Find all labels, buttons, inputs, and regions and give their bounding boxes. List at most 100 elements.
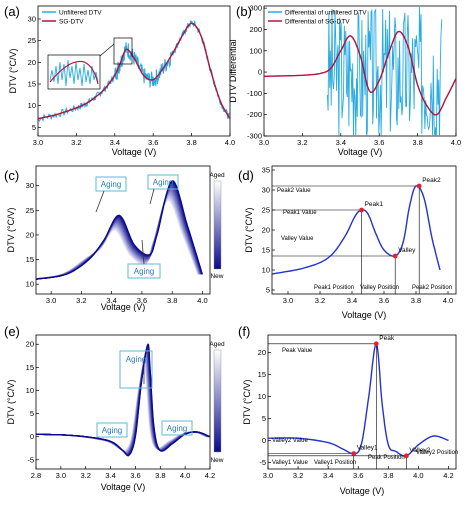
x-tick-label: 4.0: [180, 471, 190, 480]
x-tick-label: 3.0: [33, 138, 43, 147]
aging-box-1-c: [95, 176, 127, 192]
y-tick-label: -200: [247, 110, 262, 119]
y-axis-label-e: DTV (°C/V): [6, 379, 16, 424]
x-tick-label: 3.2: [297, 138, 307, 147]
x-tick-label: 3.6: [130, 471, 140, 480]
ann-valley1-value: Valley1 Value: [272, 460, 308, 466]
y-tick-labels-e: -5 0 5 10 15 20: [26, 340, 39, 464]
y-tick-label: -300: [247, 132, 262, 141]
y-tick-label: 20: [262, 226, 270, 235]
x-tick-label: 4.0: [443, 296, 453, 305]
zoom-connector: [99, 43, 115, 57]
feature-point-label: Valley1: [357, 445, 378, 452]
aging-curve: [36, 198, 199, 280]
x-tick-label: 3.6: [353, 471, 363, 480]
x-tick-label: 3.2: [80, 471, 90, 480]
x-tick-label: 3.8: [383, 471, 393, 480]
zoom-inset-a: [47, 37, 133, 90]
zoom-region-box: [113, 37, 133, 65]
aging-annotations-c: Aging Aging Aging: [95, 174, 179, 279]
y-tick-labels-d: 5 10 15 20 25 30 35: [262, 166, 275, 295]
y-tick-label: 25: [262, 206, 270, 215]
aging-annotations-e: Aging Aging Aging: [96, 350, 193, 438]
panel-label-d: (d): [238, 168, 254, 183]
x-tick-label: 4.0: [413, 471, 423, 480]
x-tick-label: 3.0: [259, 138, 269, 147]
aging-curve: [36, 345, 210, 456]
plot-frame-b: [263, 5, 457, 137]
aging-curve: [36, 199, 199, 280]
y-tick-label: -5: [259, 458, 266, 467]
y-tick-label: 5: [266, 286, 270, 295]
x-tick-label: 3.8: [155, 471, 165, 480]
y-tick-label: 25: [26, 206, 34, 215]
colorbar-c: Aged New: [209, 172, 225, 280]
aging-curve: [36, 353, 209, 455]
y-tick-label: 10: [28, 101, 36, 110]
aging-curve: [36, 351, 209, 455]
x-tick-label: 3.4: [347, 296, 357, 305]
aging-curves-e: [36, 343, 210, 457]
ann-peak1-value: Peak1 Value: [283, 210, 317, 216]
y-tick-label: 10: [26, 386, 34, 395]
x-tick-label: 3.6: [379, 296, 389, 305]
x-tick-label: 3.0: [283, 296, 293, 305]
plot-frame-e: [35, 334, 211, 470]
y-tick-label: 30: [26, 181, 34, 190]
y-tick-label: 0: [258, 68, 262, 77]
x-tick-label: 4.2: [205, 471, 215, 480]
series-diff-sg: [264, 30, 456, 116]
legend-label-unfiltered: Unfiltered DTV: [59, 10, 102, 17]
y-tick-label: 300: [249, 4, 262, 13]
y-tick-label: 30: [28, 15, 36, 24]
x-tick-label: 3.4: [323, 471, 333, 480]
y-tick-label: 15: [28, 80, 36, 89]
x-tick-label: 3.8: [186, 138, 196, 147]
y-tick-label: 0: [262, 436, 266, 445]
aging-curve: [36, 344, 210, 457]
x-tick-label: 3.8: [411, 296, 421, 305]
x-tick-label: 2.8: [31, 471, 41, 480]
colorbar-gradient-e: [213, 349, 222, 453]
aging-label-1-e: Aging: [126, 355, 146, 364]
feature-point-marker: [416, 183, 422, 189]
y-tick-label: 20: [258, 348, 266, 357]
aging-curve: [36, 343, 210, 457]
x-axis-label-d: Voltage (V): [342, 310, 387, 320]
y-tick-label: 15: [26, 363, 34, 372]
series-diff-unfiltered-noise: [326, 7, 443, 136]
y-tick-label: 5: [262, 414, 266, 423]
x-tick-label: 3.4: [110, 138, 120, 147]
aging-curve: [36, 346, 210, 456]
y-tick-label: 5: [32, 123, 36, 132]
x-tick-label: 3.6: [148, 138, 158, 147]
feature-annotations-d: Peak2 Value Peak1 Value Valley Value Pea…: [277, 188, 452, 291]
aging-curves-c: [36, 180, 203, 280]
panel-label-f: (f): [238, 324, 250, 339]
y-tick-label: 100: [249, 46, 262, 55]
x-tick-label: 3.0: [46, 296, 56, 305]
x-tick-label: 3.2: [293, 471, 303, 480]
plot-frame-f: [267, 334, 457, 470]
x-tick-label: 4.0: [451, 138, 461, 147]
legend-label-sg: SG-DTV: [59, 19, 84, 26]
series-sg-dtv: [38, 22, 230, 120]
aging-box-2-e: [96, 422, 128, 438]
aging-arrow-2-c: [149, 188, 155, 205]
feature-point-label: Peak: [379, 335, 395, 342]
panel-c: (c) 3.0 3.2 3.4 3.6 3.8 4.0 10 15 20 25 30 Voltag…: [4, 165, 225, 312]
y-tick-labels-c: 10 15 20 25 30: [26, 181, 39, 289]
x-axis-label-c: Voltage (V): [101, 302, 146, 312]
aging-arrow-3-c: [141, 239, 145, 265]
y-axis-label-c: DTV (°C/V): [6, 207, 16, 252]
y-tick-label: -100: [247, 89, 262, 98]
aging-curve: [36, 196, 200, 280]
x-tick-labels-e: 2.8 3.0 3.2 3.4 3.6 3.8 4.0 4.2: [31, 466, 215, 480]
ann-peak-value: Peak Value: [282, 348, 313, 354]
panel-label-c: (c): [4, 168, 19, 183]
aging-curve: [36, 197, 199, 280]
legend-label-diff-unfiltered: Differential of unfiltered DTV: [285, 10, 367, 17]
aging-box-1-e: [119, 350, 153, 389]
feature-point-marker: [373, 341, 379, 347]
